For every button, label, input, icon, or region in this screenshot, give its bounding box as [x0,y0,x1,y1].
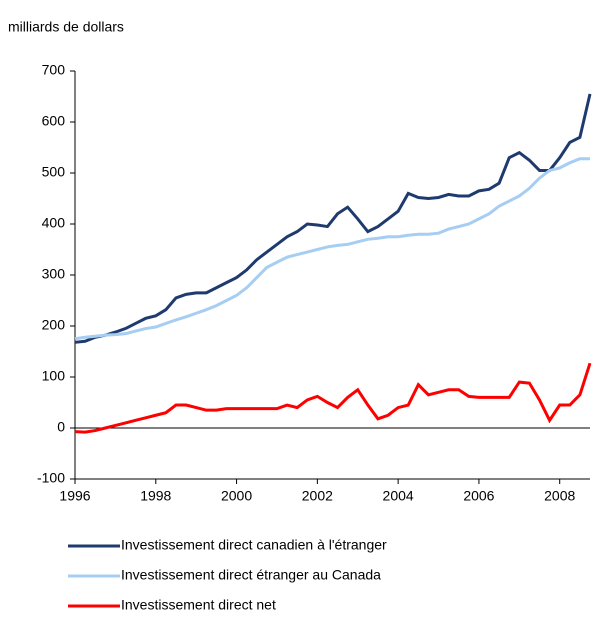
y-tick-label: 500 [42,164,66,180]
y-tick-label: 300 [42,266,66,282]
y-tick-label: 400 [42,215,66,231]
y-tick-label: 700 [42,62,66,78]
y-tick-label: -100 [37,470,65,486]
y-tick-label: 0 [57,419,65,435]
x-tick-label: 2006 [463,488,494,504]
y-tick-label: 200 [42,317,66,333]
legend-label: Investissement direct étranger au Canada [121,567,381,583]
y-tick-label: 100 [42,368,66,384]
y-axis-label: milliards de dollars [8,19,124,35]
x-tick-label: 1996 [59,488,90,504]
x-tick-label: 2000 [221,488,252,504]
x-tick-label: 2004 [383,488,414,504]
y-tick-label: 600 [42,113,66,129]
series-line [74,157,590,341]
series-line [74,362,592,434]
x-tick-label: 1998 [140,488,171,504]
x-tick-label: 2008 [544,488,575,504]
series-line [74,93,592,344]
legend-label: Investissement direct canadien à l'étran… [121,537,387,553]
legend-label: Investissement direct net [121,597,276,613]
x-tick-label: 2002 [302,488,333,504]
